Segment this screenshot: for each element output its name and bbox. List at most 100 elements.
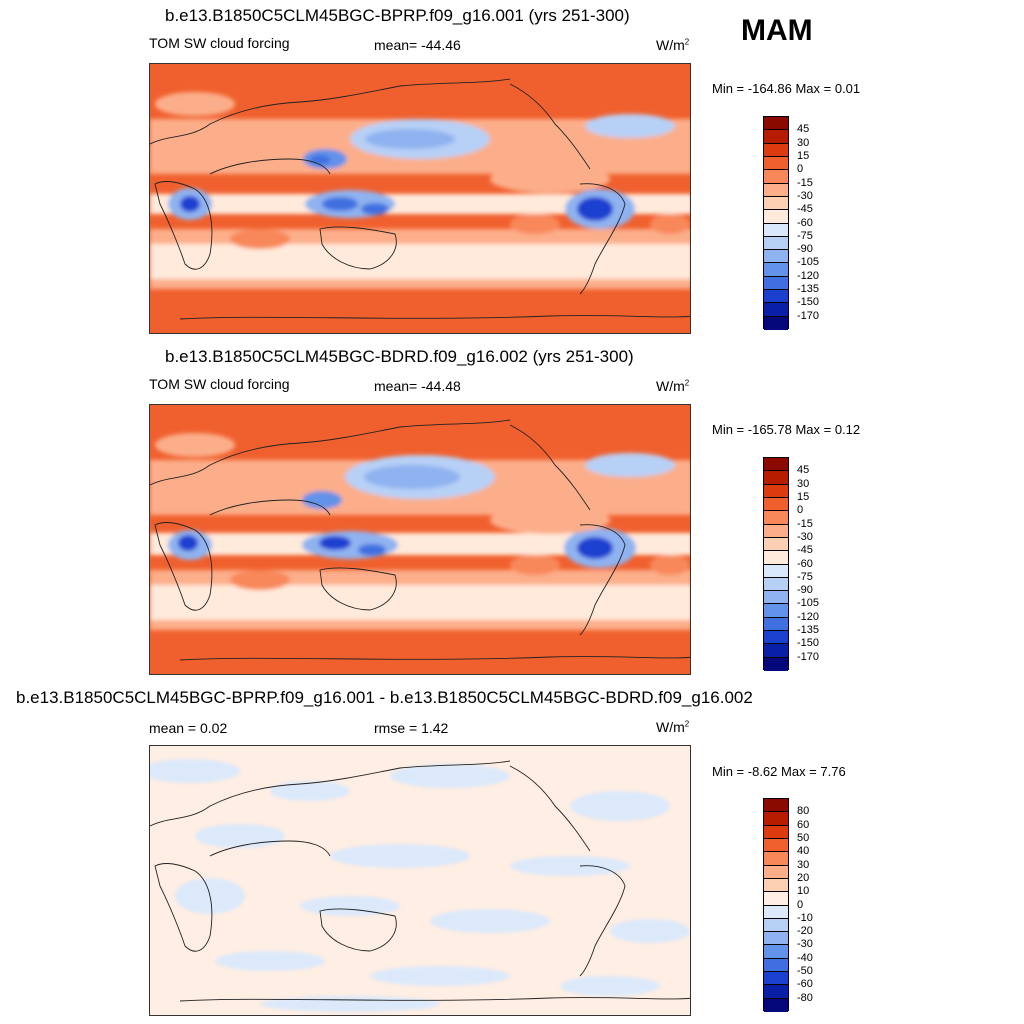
colorbar-tick-label: -170 <box>797 650 820 663</box>
colorbar-tick-label: -120 <box>797 610 820 623</box>
colorbar-tick-label: 20 <box>797 871 810 884</box>
colorbar-tick-label: -105 <box>797 256 820 269</box>
colorbar-swatch <box>764 484 788 498</box>
colorbar-swatch <box>764 958 788 973</box>
colorbar-swatch <box>764 223 788 237</box>
colorbar-swatch <box>764 276 788 291</box>
colorbar-tick-label: 0 <box>797 898 804 911</box>
colorbar-tick-label: 15 <box>797 149 810 162</box>
colorbar-swatch <box>764 878 788 893</box>
units-text: W/m <box>656 719 685 735</box>
colorbar-tick-label: -50 <box>797 965 813 978</box>
colorbar-tick-label: 45 <box>797 464 810 477</box>
panel2-colorbar <box>763 457 789 671</box>
colorbar-swatch <box>764 825 788 839</box>
colorbar-tick-label: -75 <box>797 570 813 583</box>
colorbar-swatch <box>764 250 788 264</box>
panel3-rmse: rmse = 1.42 <box>374 720 449 736</box>
panel1-units: W/m2 <box>656 37 689 53</box>
colorbar-swatch <box>764 972 788 986</box>
panel2-mean: mean= -44.48 <box>374 378 461 394</box>
colorbar-tick-label: -30 <box>797 938 813 951</box>
colorbar-tick-label: -170 <box>797 309 820 322</box>
colorbar-tick-label: -150 <box>797 296 820 309</box>
colorbar-swatch <box>764 591 788 605</box>
panel1-title: b.e13.B1850C5CLM45BGC-BPRP.f09_g16.001 (… <box>165 6 630 25</box>
colorbar-tick-label: 0 <box>797 163 804 176</box>
colorbar-swatch <box>764 577 788 592</box>
panel3-colorbar <box>763 798 789 1012</box>
colorbar-tick-label: -90 <box>797 584 813 597</box>
panel3-title: b.e13.B1850C5CLM45BGC-BPRP.f09_g16.001 -… <box>16 688 753 707</box>
colorbar-tick-label: 60 <box>797 818 810 831</box>
colorbar-swatch <box>764 865 788 879</box>
panel3-map-svg <box>150 746 690 1015</box>
colorbar-tick-label: -10 <box>797 911 813 924</box>
colorbar-tick-label: -30 <box>797 530 813 543</box>
colorbar-swatch <box>764 852 788 866</box>
colorbar-swatch <box>764 892 788 906</box>
colorbar-swatch <box>764 316 788 330</box>
units-exponent: 2 <box>684 719 690 729</box>
colorbar-swatch <box>764 524 788 538</box>
colorbar-tick-label: -60 <box>797 216 813 229</box>
panel2-units: W/m2 <box>656 378 689 394</box>
colorbar-swatch <box>764 263 788 277</box>
colorbar-tick-label: -60 <box>797 978 813 991</box>
colorbar-tick-label: -60 <box>797 557 813 570</box>
colorbar-tick-label: 80 <box>797 805 810 818</box>
colorbar-tick-label: -15 <box>797 176 813 189</box>
colorbar-tick-label: 10 <box>797 885 810 898</box>
colorbar-swatch <box>764 918 788 933</box>
colorbar-swatch <box>764 604 788 618</box>
colorbar-swatch <box>764 156 788 171</box>
colorbar-swatch <box>764 130 788 144</box>
panel1-variable: TOM SW cloud forcing <box>149 35 290 51</box>
colorbar-swatch <box>764 838 788 853</box>
colorbar-tick-label: -120 <box>797 269 820 282</box>
panel1-colorbar <box>763 116 789 330</box>
panel3-units: W/m2 <box>656 719 689 735</box>
panel3-minmax: Min = -8.62 Max = 7.76 <box>712 764 846 779</box>
panel1-mean: mean= -44.46 <box>374 37 461 53</box>
colorbar-tick-label: -135 <box>797 283 820 296</box>
colorbar-tick-label: -90 <box>797 243 813 256</box>
panel3-map <box>149 745 691 1016</box>
units-exponent: 2 <box>684 378 690 388</box>
colorbar-tick-label: 30 <box>797 477 810 490</box>
colorbar-swatch <box>764 657 788 671</box>
colorbar-swatch <box>764 932 788 946</box>
colorbar-swatch <box>764 985 788 999</box>
colorbar-swatch <box>764 170 788 184</box>
coastlines <box>150 760 690 1002</box>
colorbar-swatch <box>764 551 788 565</box>
colorbar-tick-label: -45 <box>797 544 813 557</box>
colorbar-swatch <box>764 210 788 224</box>
units-text: W/m <box>656 378 685 394</box>
colorbar-swatch <box>764 617 788 632</box>
colorbar-tick-label: 30 <box>797 136 810 149</box>
panel2-map-svg <box>150 405 690 674</box>
colorbar-tick-label: 40 <box>797 845 810 858</box>
colorbar-tick-label: 50 <box>797 831 810 844</box>
colorbar-swatch <box>764 644 788 658</box>
colorbar-swatch <box>764 998 788 1012</box>
colorbar-tick-label: -150 <box>797 637 820 650</box>
panel2-title: b.e13.B1850C5CLM45BGC-BDRD.f09_g16.002 (… <box>165 347 634 366</box>
colorbar-swatch <box>764 303 788 317</box>
colorbar-swatch <box>764 458 788 472</box>
colorbar-swatch <box>764 236 788 251</box>
colorbar-swatch <box>764 497 788 512</box>
season-label: MAM <box>741 14 813 47</box>
colorbar-swatch <box>764 183 788 197</box>
colorbar-tick-label: 15 <box>797 490 810 503</box>
colorbar-tick-label: 45 <box>797 123 810 136</box>
panel2-minmax: Min = -165.78 Max = 0.12 <box>712 422 861 437</box>
colorbar-swatch <box>764 196 788 211</box>
panel2-map <box>149 404 691 675</box>
panel2-variable: TOM SW cloud forcing <box>149 376 290 392</box>
units-exponent: 2 <box>684 37 690 47</box>
colorbar-tick-label: -80 <box>797 991 813 1004</box>
coastlines <box>150 419 690 661</box>
colorbar-tick-label: 0 <box>797 504 804 517</box>
